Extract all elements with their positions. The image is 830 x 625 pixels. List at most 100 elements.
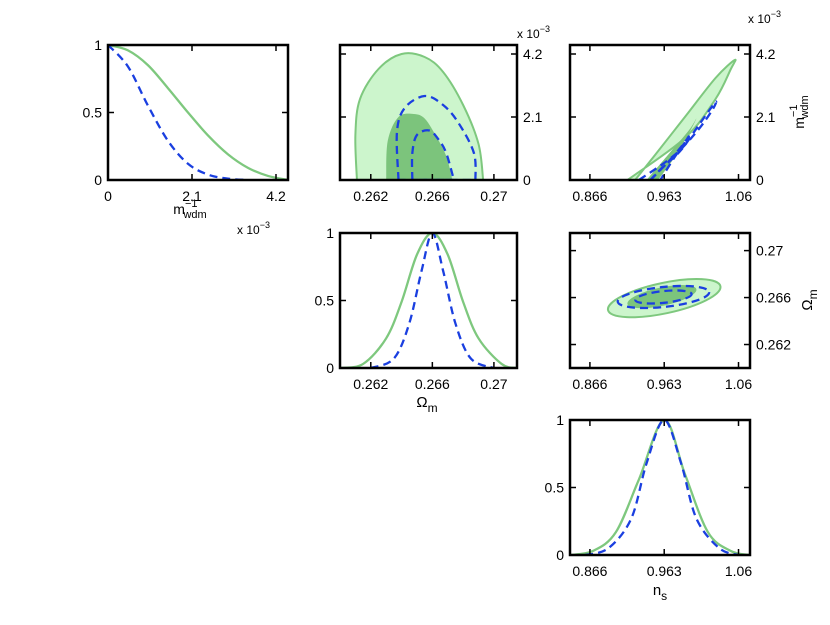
x-tick-label: 0.866 xyxy=(572,563,607,579)
ylabel-m-right-main: m xyxy=(791,117,807,129)
axes-frame xyxy=(338,231,519,370)
ylabel-m-exponent-b-base: x 10 xyxy=(748,12,771,26)
contour-dashed-outer xyxy=(395,94,477,180)
y-tick-label: 0 xyxy=(556,547,564,563)
ylabel-m-right-text: m−1wdm xyxy=(788,95,811,128)
x-tick-label: 0.27 xyxy=(480,376,507,392)
x-tick-label: 2.1 xyxy=(182,188,202,204)
x-tick-label: 1.06 xyxy=(725,188,752,204)
y-tick-label: 1 xyxy=(326,225,334,241)
contour-dashed-inner xyxy=(634,289,693,305)
y-tick-label: 0.5 xyxy=(545,480,565,496)
plot-area xyxy=(570,420,750,555)
ylabel-m-exponent-a: x 10−3 xyxy=(517,24,550,41)
y-tick-label: 4.2 xyxy=(756,46,776,62)
panels-layer: 0 2.1 4.2 0 0.5 1 0.262 0.266 0.27 0 0.5 1 0.866 0.96… xyxy=(83,9,820,603)
ylabel-om-right-sub: m xyxy=(806,289,820,299)
contour-dashed-inner xyxy=(410,129,456,180)
y-tick-label: 0.5 xyxy=(315,293,335,309)
series-solid-curve xyxy=(570,420,750,555)
x-tick-label: 0.866 xyxy=(572,188,607,204)
axes-frame xyxy=(568,43,752,182)
xlabel-m: m−1 wdm xyxy=(173,198,206,221)
x-tick-label: 4.2 xyxy=(266,188,286,204)
y-tick-label: 1 xyxy=(556,412,564,428)
x-tick-label: 0.963 xyxy=(647,188,682,204)
y-tick-label: 0 xyxy=(523,172,531,188)
plot-area xyxy=(354,52,485,180)
panel-contour-ns-om: 0.866 0.963 1.06 0.262 0.266 0.27 xyxy=(568,231,791,392)
panel-contour-om-m: 0.262 0.266 0.27 0 2.1 4.2 xyxy=(338,43,543,204)
ylabel-om-right-text: Ωm xyxy=(799,289,820,310)
xlabel-m-sub: wdm xyxy=(182,209,206,221)
contour-dashed-inner xyxy=(648,135,690,180)
series-solid-curve xyxy=(108,45,288,180)
xlabel-m-text: m−1 wdm xyxy=(173,198,206,221)
panel-pdf-om: 0.262 0.266 0.27 0 0.5 1 xyxy=(315,225,519,392)
ylabel-om-right-main: Ω xyxy=(799,299,816,310)
xlabel-m-exponent-base: x 10 xyxy=(237,223,260,237)
ylabel-m-exponent-b-power: −3 xyxy=(771,9,781,19)
ylabel-m-exponent-a-power: −3 xyxy=(540,24,550,34)
y-tick-label: 4.2 xyxy=(523,46,543,62)
y-tick-label: 0 xyxy=(94,172,102,188)
x-tick-label: 0.963 xyxy=(647,376,682,392)
axes-frame xyxy=(338,43,519,182)
xlabel-om-sub: m xyxy=(428,401,438,415)
x-tick-label: 0.866 xyxy=(572,376,607,392)
y-tick-label: 0.262 xyxy=(756,337,791,353)
x-tick-label: 0.266 xyxy=(415,188,450,204)
ylabel-m-right-sub: wdm xyxy=(799,95,811,119)
plot-area xyxy=(340,233,517,368)
xlabel-ns-main: n xyxy=(653,582,661,599)
x-tick-label: 0.963 xyxy=(647,563,682,579)
ylabel-m-exponent-a-base: x 10 xyxy=(517,27,540,41)
xlabel-m-main: m xyxy=(173,201,185,217)
y-tick-label: 0.266 xyxy=(756,290,791,306)
y-tick-label: 2.1 xyxy=(523,109,543,125)
contour-dashed-outer xyxy=(616,284,711,310)
panel-contour-ns-m: 0.866 0.963 1.060 2.1 4.2 xyxy=(568,43,776,204)
xlabel-ns: ns xyxy=(653,582,667,603)
xlabel-m-sup: −1 xyxy=(185,198,198,210)
y-tick-label: 2.1 xyxy=(756,109,776,125)
series-dashed-curve xyxy=(370,233,495,368)
series-solid-curve xyxy=(340,233,517,368)
plot-area xyxy=(626,58,737,180)
x-tick-label: 1.06 xyxy=(725,376,752,392)
xlabel-m-exponent: x 10−3 xyxy=(237,220,270,237)
x-tick-label: 0.27 xyxy=(480,188,507,204)
axes-frame xyxy=(106,43,290,182)
xlabel-om-text: Ωm xyxy=(416,394,437,415)
y-tick-label: 0.5 xyxy=(83,105,103,121)
x-tick-label: 0 xyxy=(104,188,112,204)
xlabel-om-main: Ω xyxy=(416,394,427,411)
series-dashed-curve xyxy=(108,45,249,180)
plot-area xyxy=(108,45,288,180)
ylabel-om-right: Ωm xyxy=(799,289,820,310)
panel-pdf-ns: 0.866 0.963 1.06 0 0.5 1 xyxy=(545,412,753,579)
xlabel-ns-sub: s xyxy=(661,589,667,603)
panel-pdf-m: 0 2.1 4.2 0 0.5 1 xyxy=(83,37,290,204)
y-tick-label: 1 xyxy=(94,37,102,53)
ylabel-m-right: m−1wdm xyxy=(788,95,811,128)
xlabel-ns-text: ns xyxy=(653,582,667,603)
x-tick-label: 0.262 xyxy=(353,376,388,392)
contour-inner-filled xyxy=(386,113,453,180)
x-tick-label: 0.266 xyxy=(415,376,450,392)
xlabel-m-exponent-power: −3 xyxy=(260,220,270,230)
ylabel-m-exponent-b: x 10−3 xyxy=(748,9,781,26)
ylabel-m-right-sup: −1 xyxy=(788,105,800,118)
xlabel-om: Ωm xyxy=(416,394,437,415)
contour-outer-filled xyxy=(626,58,737,180)
x-tick-label: 1.06 xyxy=(725,563,752,579)
axes-frame xyxy=(568,418,752,557)
axes-frame xyxy=(568,231,752,370)
plot-area xyxy=(606,278,722,319)
series-dashed-curve xyxy=(584,420,739,555)
y-tick-label: 0 xyxy=(326,360,334,376)
x-tick-label: 0.262 xyxy=(353,188,388,204)
y-tick-label: 0 xyxy=(756,172,764,188)
y-tick-label: 0.27 xyxy=(756,243,783,259)
